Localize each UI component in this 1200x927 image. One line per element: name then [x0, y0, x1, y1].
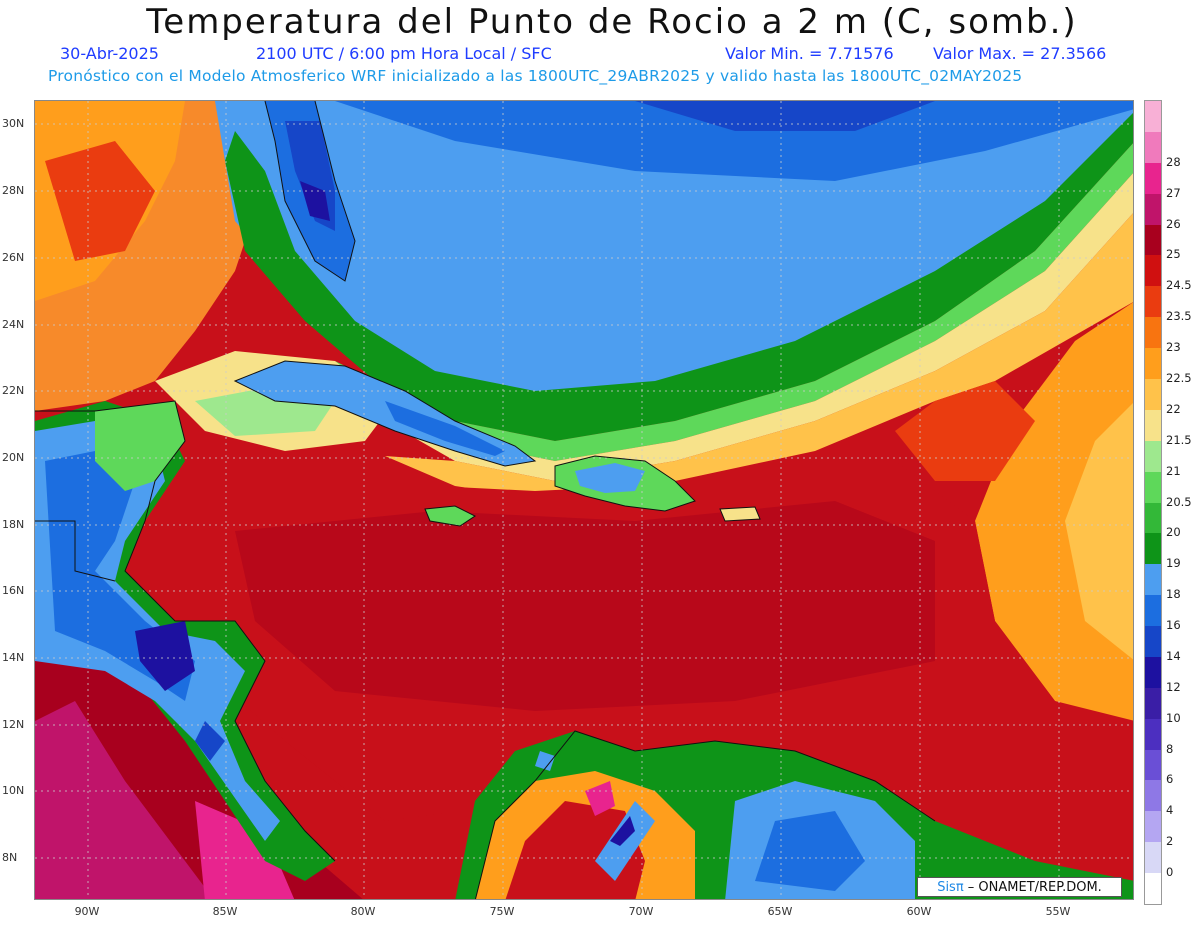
colorbar-segment — [1145, 532, 1161, 565]
lat-label: 16N — [2, 584, 25, 597]
colorbar-segment — [1145, 254, 1161, 287]
colorbar-segment — [1145, 193, 1161, 225]
lat-label: 30N — [2, 117, 25, 130]
colorbar-label: 20 — [1166, 525, 1181, 540]
colorbar-segment — [1145, 841, 1161, 874]
colorbar-segment — [1145, 563, 1161, 596]
colorbar-label: 20.5 — [1166, 494, 1192, 509]
colorbar-label: 22.5 — [1166, 370, 1192, 385]
lat-label: 22N — [2, 384, 25, 397]
colorbar-segment — [1145, 162, 1161, 194]
colorbar-segment — [1145, 100, 1161, 132]
colorbar-label: 8 — [1166, 741, 1174, 756]
colorbar-segment — [1145, 810, 1161, 843]
colorbar-label: 6 — [1166, 772, 1174, 787]
colorbar-segment — [1145, 749, 1161, 781]
colorbar-segment — [1145, 347, 1161, 379]
colorbar-label: 18 — [1166, 587, 1181, 602]
colorbar-label: 21 — [1166, 463, 1181, 478]
lat-label: 26N — [2, 251, 25, 264]
colorbar-label: 22 — [1166, 401, 1181, 416]
lat-label: 14N — [2, 651, 25, 664]
colorbar-label: 14 — [1166, 648, 1181, 663]
colorbar-label: 23 — [1166, 340, 1181, 355]
colorbar-segment — [1145, 440, 1161, 472]
lat-label: 10N — [2, 784, 25, 797]
colorbar-label: 27 — [1166, 185, 1181, 200]
lat-label: 18N — [2, 518, 25, 531]
credit-box: Sisπ – ONAMET/REP.DOM. — [917, 877, 1122, 897]
min-value: Valor Min. = 7.71576 — [725, 44, 894, 63]
sis-logo: Sisπ — [937, 880, 964, 895]
model-info: Pronóstico con el Modelo Atmosferico WRF… — [48, 67, 1023, 85]
colorbar-segment — [1145, 378, 1161, 410]
lon-label: 80W — [350, 905, 376, 918]
lon-label: 65W — [767, 905, 793, 918]
lon-label: 60W — [906, 905, 932, 918]
colorbar-segment — [1145, 718, 1161, 750]
colorbar-label: 2 — [1166, 834, 1174, 849]
colorbar-segment — [1145, 872, 1161, 904]
colorbar-label: 4 — [1166, 803, 1174, 818]
lat-label: 12N — [2, 718, 25, 731]
lon-label: 75W — [489, 905, 515, 918]
colorbar-label: 10 — [1166, 710, 1181, 725]
colorbar — [1144, 100, 1162, 905]
colorbar-segment — [1145, 656, 1161, 688]
colorbar-label: 21.5 — [1166, 432, 1192, 447]
credit-text: – ONAMET/REP.DOM. — [963, 880, 1102, 895]
map-canvas — [35, 101, 1133, 899]
colorbar-label: 16 — [1166, 618, 1181, 633]
colorbar-segment — [1145, 687, 1161, 719]
colorbar-segment — [1145, 131, 1161, 163]
time-info: 2100 UTC / 6:00 pm Hora Local / SFC — [256, 44, 552, 63]
colorbar-segment — [1145, 316, 1161, 349]
colorbar-label: 26 — [1166, 216, 1181, 231]
lon-label: 90W — [74, 905, 100, 918]
lat-label: 24N — [2, 318, 25, 331]
colorbar-segment — [1145, 409, 1161, 441]
lon-label: 85W — [212, 905, 238, 918]
lon-label: 70W — [628, 905, 654, 918]
colorbar-label: 12 — [1166, 679, 1181, 694]
colorbar-label: 24.5 — [1166, 278, 1192, 293]
max-value: Valor Max. = 27.3566 — [933, 44, 1107, 63]
colorbar-segment — [1145, 625, 1161, 657]
colorbar-label: 28 — [1166, 154, 1181, 169]
lon-label: 55W — [1045, 905, 1071, 918]
colorbar-segment — [1145, 471, 1161, 503]
colorbar-segment — [1145, 594, 1161, 627]
colorbar-label: 0 — [1166, 865, 1174, 880]
colorbar-label: 25 — [1166, 247, 1181, 262]
colorbar-segment — [1145, 502, 1161, 534]
lat-label: 20N — [2, 451, 25, 464]
lat-label: 28N — [2, 184, 25, 197]
colorbar-label: 19 — [1166, 556, 1181, 571]
colorbar-segment — [1145, 285, 1161, 318]
map-title: Temperatura del Punto de Rocio a 2 m (C,… — [146, 2, 1078, 42]
dewpoint-map — [34, 100, 1134, 900]
lat-label: 8N — [2, 851, 18, 864]
colorbar-segment — [1145, 224, 1161, 256]
colorbar-segment — [1145, 779, 1161, 812]
colorbar-label: 23.5 — [1166, 309, 1192, 324]
date-label: 30-Abr-2025 — [60, 44, 159, 63]
